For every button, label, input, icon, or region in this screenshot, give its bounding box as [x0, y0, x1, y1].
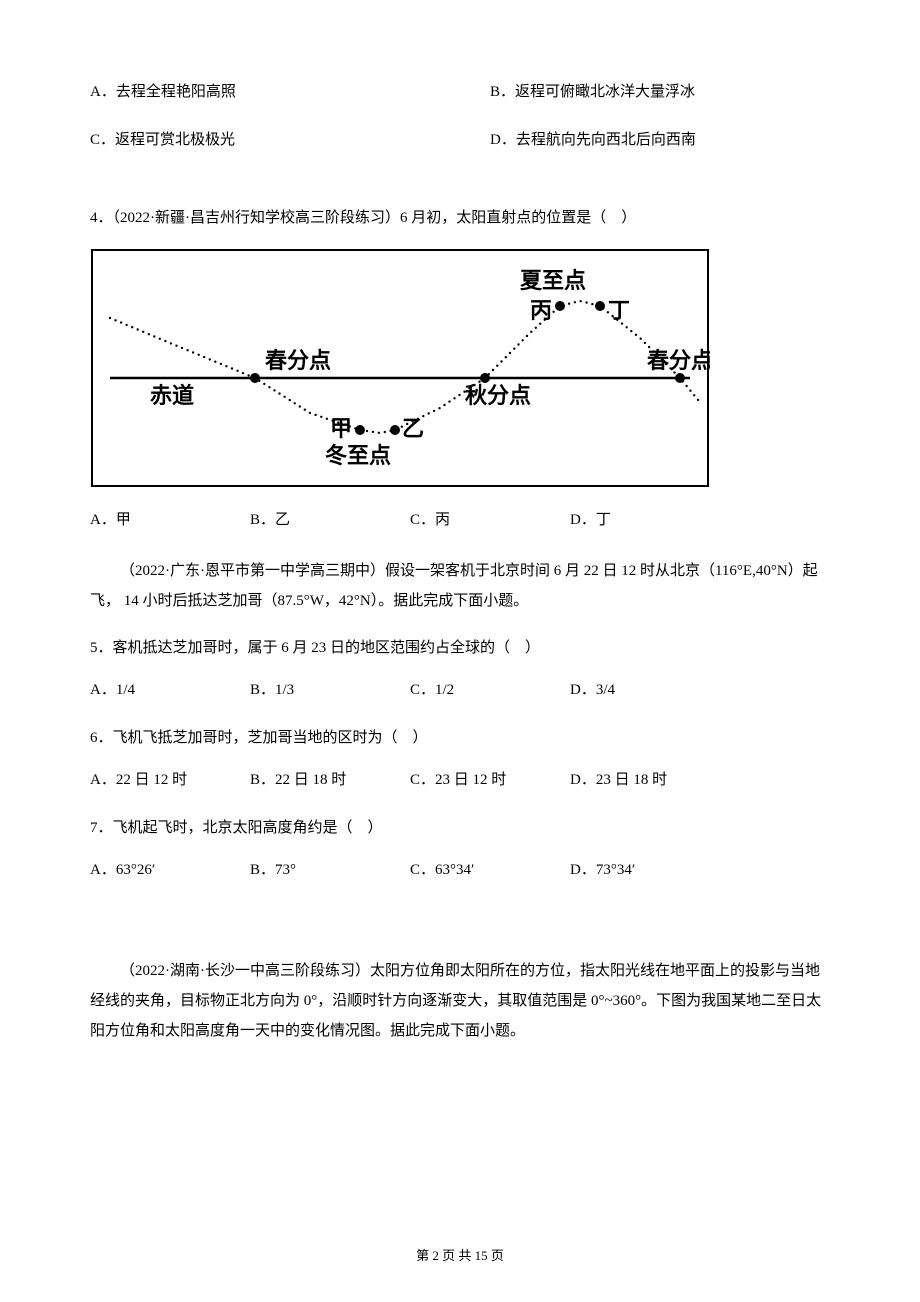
- spring-eq-left-point: [250, 373, 260, 383]
- q5-stem: 5．客机抵达芝加哥时，属于 6 月 23 日的地区范围约占全球的（ ）: [90, 636, 830, 660]
- solar-path-diagram: 赤道 春分点 春分点 秋分点 夏至点 冬至点 甲 乙 丙 丁: [90, 248, 710, 488]
- q3-option-a: A．去程全程艳阳高照: [90, 80, 430, 104]
- q4-option-b: B．乙: [250, 508, 410, 532]
- q4-block: 4．（2022·新疆·昌吉州行知学校高三阶段练习）6 月初，太阳直射点的位置是（…: [90, 206, 830, 532]
- passage1: （2022·广东·恩平市第一中学高三期中）假设一架客机于北京时间 6 月 22 …: [90, 556, 830, 616]
- page-footer: 第 2 页 共 15 页: [0, 1246, 920, 1267]
- spring-eq-left-label: 春分点: [265, 348, 331, 373]
- bing-label: 丙: [530, 298, 552, 323]
- q7-stem: 7．飞机起飞时，北京太阳高度角约是（ ）: [90, 816, 830, 840]
- autumn-eq-label: 秋分点: [465, 383, 531, 408]
- q4-option-d: D．丁: [570, 508, 730, 532]
- jia-point: [355, 425, 365, 435]
- q7-option-d: D．73°34′: [570, 858, 730, 882]
- q4-stem: 4．（2022·新疆·昌吉州行知学校高三阶段练习）6 月初，太阳直射点的位置是（…: [90, 206, 830, 230]
- ding-point: [595, 301, 605, 311]
- bing-point: [555, 301, 565, 311]
- q4-options: A．甲 B．乙 C．丙 D．丁: [90, 508, 830, 532]
- ding-label: 丁: [608, 298, 630, 323]
- q3-options-row2: C．返程可赏北极极光 D．去程航向先向西北后向西南: [90, 128, 830, 152]
- winter-solstice-label: 冬至点: [325, 443, 391, 468]
- spring-eq-right-label: 春分点: [647, 348, 710, 373]
- q5-options: A．1/4 B．1/3 C．1/2 D．3/4: [90, 678, 830, 702]
- q3-options-row1: A．去程全程艳阳高照 B．返程可俯瞰北冰洋大量浮冰: [90, 80, 830, 104]
- q6-stem: 6．飞机飞抵芝加哥时，芝加哥当地的区时为（ ）: [90, 726, 830, 750]
- q4-diagram: 赤道 春分点 春分点 秋分点 夏至点 冬至点 甲 乙 丙 丁: [90, 248, 710, 488]
- q7-option-c: C．63°34′: [410, 858, 570, 882]
- q5-option-c: C．1/2: [410, 678, 570, 702]
- q7-option-a: A．63°26′: [90, 858, 250, 882]
- diagram-border: [92, 250, 708, 486]
- jia-label: 甲: [330, 416, 352, 441]
- autumn-eq-point: [480, 373, 490, 383]
- q7-option-b: B．73°: [250, 858, 410, 882]
- yi-label: 乙: [402, 416, 424, 441]
- q3-option-c: C．返程可赏北极极光: [90, 128, 430, 152]
- q6-option-a: A．22 日 12 时: [90, 768, 250, 792]
- q6-options: A．22 日 12 时 B．22 日 18 时 C．23 日 12 时 D．23…: [90, 768, 830, 792]
- q5-option-b: B．1/3: [250, 678, 410, 702]
- summer-solstice-label: 夏至点: [520, 268, 586, 293]
- q3-option-d: D．去程航向先向西北后向西南: [490, 128, 830, 152]
- q3-option-b: B．返程可俯瞰北冰洋大量浮冰: [490, 80, 830, 104]
- q6-option-b: B．22 日 18 时: [250, 768, 410, 792]
- yi-point: [390, 425, 400, 435]
- passage2: （2022·湖南·长沙一中高三阶段练习）太阳方位角即太阳所在的方位，指太阳光线在…: [90, 956, 830, 1046]
- q6-option-d: D．23 日 18 时: [570, 768, 730, 792]
- q7-options: A．63°26′ B．73° C．63°34′ D．73°34′: [90, 858, 830, 882]
- q5-option-a: A．1/4: [90, 678, 250, 702]
- equator-label: 赤道: [150, 383, 194, 408]
- q4-option-c: C．丙: [410, 508, 570, 532]
- q4-option-a: A．甲: [90, 508, 250, 532]
- q6-option-c: C．23 日 12 时: [410, 768, 570, 792]
- spring-eq-right-point: [675, 373, 685, 383]
- q5-option-d: D．3/4: [570, 678, 730, 702]
